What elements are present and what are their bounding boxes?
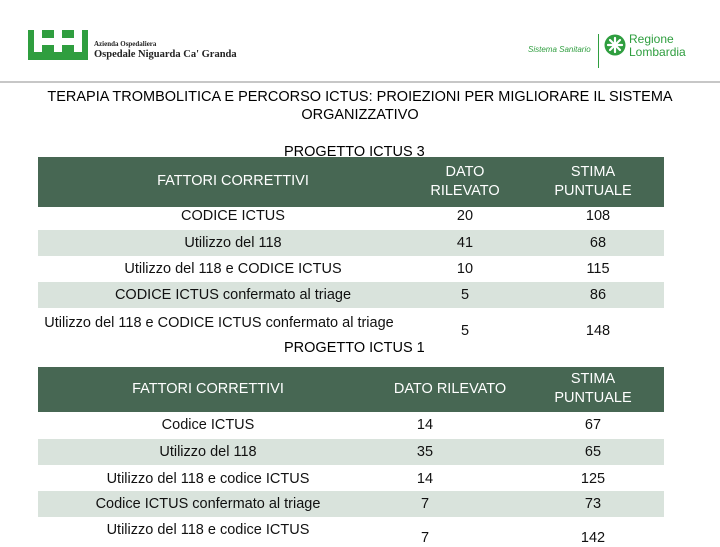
row-stima: 148 xyxy=(585,323,611,339)
row-fattore: Utilizzo del 118 e CODICE ICTUS conferma… xyxy=(44,315,394,331)
project1-row-stripe xyxy=(38,491,664,517)
row-dato: 7 xyxy=(420,530,430,546)
row-stima: 142 xyxy=(580,530,606,546)
row-dato: 7 xyxy=(420,496,430,512)
row-stima: 68 xyxy=(589,235,607,251)
project1-header-stima: STIMA PUNTUALE xyxy=(554,371,632,406)
row-stima: 73 xyxy=(584,496,602,512)
row-fattore: Codice ICTUS xyxy=(161,417,255,433)
row-fattore: Utilizzo del 118 xyxy=(184,235,282,251)
regione-line1: Regione xyxy=(629,32,674,46)
row-stima: 65 xyxy=(584,444,602,460)
page-title: TERAPIA TROMBOLITICA E PERCORSO ICTUS: P… xyxy=(47,89,673,123)
row-stima: 67 xyxy=(584,417,602,433)
row-fattore: CODICE ICTUS confermato al triage xyxy=(114,287,352,303)
row-dato: 10 xyxy=(456,261,474,277)
ospedale-name-line2: Ospedale Niguarda Ca' Granda xyxy=(94,49,237,60)
row-dato: 20 xyxy=(456,208,474,224)
regione-lombardia-logo-icon xyxy=(604,34,626,56)
row-fattore: Utilizzo del 118 e codice ICTUS xyxy=(106,522,310,538)
project3-header-band xyxy=(38,157,664,207)
project3-header-dato: DATO RILEVATO xyxy=(430,164,500,199)
row-stima: 86 xyxy=(589,287,607,303)
row-dato: 41 xyxy=(456,235,474,251)
header-divider xyxy=(598,34,599,68)
sistema-sanitario-label: Sistema Sanitario xyxy=(528,45,591,54)
ospedale-niguarda-logo-icon xyxy=(28,26,88,60)
project1-label: PROGETTO ICTUS 1 xyxy=(284,340,425,356)
row-stima: 108 xyxy=(585,208,611,224)
row-fattore: Utilizzo del 118 xyxy=(159,444,257,460)
row-dato: 5 xyxy=(460,287,470,303)
ospedale-name: Azienda Ospedaliera Ospedale Niguarda Ca… xyxy=(94,40,237,61)
project1-header-fattori: FATTORI CORRETTIVI xyxy=(132,381,284,397)
regione-lombardia-name: Regione Lombardia xyxy=(629,33,686,59)
project3-row-stripe xyxy=(38,230,664,256)
row-fattore: CODICE ICTUS xyxy=(181,208,285,224)
project1-row-stripe xyxy=(38,439,664,465)
project3-header-stima: STIMA PUNTUALE xyxy=(554,164,632,199)
regione-line2: Lombardia xyxy=(629,45,686,59)
row-dato: 14 xyxy=(416,417,434,433)
row-dato: 35 xyxy=(416,444,434,460)
row-fattore: Codice ICTUS confermato al triage xyxy=(95,496,321,512)
ospedale-name-line1: Azienda Ospedaliera xyxy=(94,40,157,48)
page-header: Azienda Ospedaliera Ospedale Niguarda Ca… xyxy=(0,0,720,85)
row-stima: 125 xyxy=(580,471,606,487)
row-stima: 115 xyxy=(586,261,610,277)
project3-header-fattori: FATTORI CORRETTIVI xyxy=(157,173,309,189)
row-dato: 5 xyxy=(460,323,470,339)
row-fattore: Utilizzo del 118 e CODICE ICTUS xyxy=(124,261,342,277)
project1-header-dato: DATO RILEVATO xyxy=(393,381,507,397)
header-rule xyxy=(0,81,720,83)
project3-label: PROGETTO ICTUS 3 xyxy=(284,144,425,160)
row-dato: 14 xyxy=(416,471,434,487)
row-fattore: Utilizzo del 118 e codice ICTUS xyxy=(106,471,310,487)
project1-header-band xyxy=(38,367,664,412)
project3-row-stripe xyxy=(38,282,664,308)
